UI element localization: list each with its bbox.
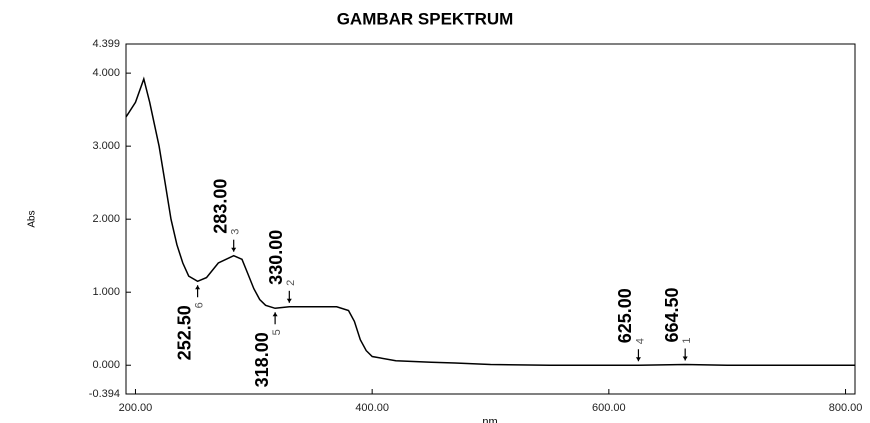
peak-number: 1 xyxy=(681,337,693,343)
peak-label: 283.00 xyxy=(210,179,230,234)
spectrum-line xyxy=(125,76,855,366)
peak-arrow-head xyxy=(231,247,237,252)
peak-label: 664.50 xyxy=(662,287,682,342)
y-tick-label: 2.000 xyxy=(92,213,120,225)
peak-number: 5 xyxy=(271,329,283,335)
peak-arrow-head xyxy=(272,312,278,317)
plot-frame xyxy=(125,43,856,395)
peak-number: 4 xyxy=(634,338,646,344)
peak-arrow-head xyxy=(682,356,688,361)
x-tick-label: 800.00 xyxy=(829,402,863,414)
y-tick-label: 4.399 xyxy=(92,38,120,50)
x-tick-label: 600.00 xyxy=(592,402,626,414)
x-axis-label: nm xyxy=(482,416,497,423)
y-tick-label: 0.000 xyxy=(92,359,120,371)
peak-arrow-head xyxy=(635,357,641,362)
peak-label: 330.00 xyxy=(266,230,286,285)
y-tick-label: 3.000 xyxy=(92,140,120,152)
peak-number: 3 xyxy=(230,229,242,235)
peak-arrow-head xyxy=(195,285,201,290)
peak-label: 252.50 xyxy=(174,305,194,360)
peak-number: 2 xyxy=(285,280,297,286)
y-tick-label: 1.000 xyxy=(92,286,120,298)
x-tick-label: 400.00 xyxy=(355,402,389,414)
y-tick-label: -0.394 xyxy=(89,388,120,400)
y-axis-label: Abs xyxy=(27,210,38,227)
chart-title: GAMBAR SPEKTRUM xyxy=(337,9,514,28)
y-tick-label: 4.000 xyxy=(92,67,120,79)
peak-number: 6 xyxy=(194,302,206,308)
peak-label: 625.00 xyxy=(615,288,635,343)
peak-label: 318.00 xyxy=(252,332,272,387)
peak-arrow-head xyxy=(286,298,292,303)
x-tick-label: 200.00 xyxy=(119,402,153,414)
